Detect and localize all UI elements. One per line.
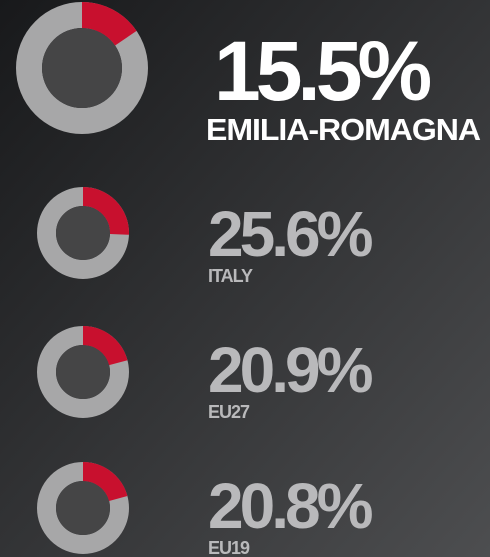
region-label: EU19 xyxy=(208,538,250,557)
donut-segment xyxy=(82,326,128,366)
donut-segment xyxy=(81,2,137,47)
donut-segment xyxy=(82,187,129,235)
value-label: 20.8% xyxy=(208,470,373,542)
region-label: EMILIA-ROMAGNA xyxy=(206,112,481,147)
value-label: 15.5% xyxy=(214,24,430,118)
value-label: 20.9% xyxy=(208,334,373,406)
donut-segment xyxy=(82,462,128,502)
donut-hole xyxy=(56,481,110,535)
region-label: ITALY xyxy=(208,266,253,286)
donut-hole xyxy=(56,206,110,260)
donut-hole xyxy=(56,345,110,399)
value-label: 25.6% xyxy=(208,198,373,270)
donut-hole xyxy=(42,28,122,108)
region-label: EU27 xyxy=(208,402,250,422)
